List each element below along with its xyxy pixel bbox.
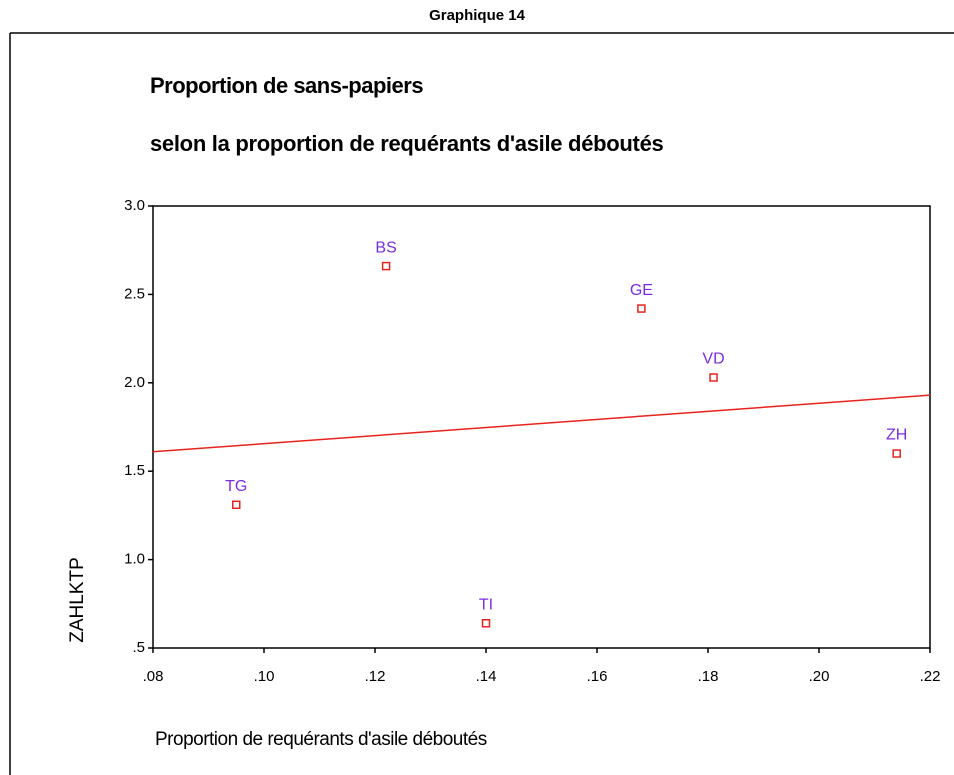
plot-frame [152, 205, 931, 649]
x-tick-label: .12 [365, 668, 386, 685]
x-tick-label: .14 [476, 668, 497, 685]
point [892, 449, 901, 458]
x-tick-label: .08 [143, 668, 164, 685]
y-tick-label: 1.5 [124, 462, 145, 479]
point [232, 500, 241, 510]
x-tick-label: .10 [254, 668, 275, 685]
y-tick-label: 1.0 [124, 551, 145, 568]
point-label: ZH [886, 427, 907, 444]
y-tick-label: 2.0 [124, 374, 145, 391]
y-tick-label: 2.5 [124, 285, 145, 302]
x-tick-label: .18 [698, 668, 719, 685]
figure-label: Graphique 14 [429, 7, 526, 24]
x-tick-label: .22 [920, 668, 941, 685]
point-label: GE [630, 282, 653, 299]
point-label: TG [225, 478, 247, 495]
x-axis-label: Proportion de requérants d'asile débouté… [155, 729, 487, 750]
point-label: TI [479, 596, 493, 613]
point [637, 304, 646, 313]
x-tick-label: .20 [809, 668, 830, 685]
y-tick-label: .5 [132, 639, 145, 656]
fit-line [152, 394, 931, 453]
point-label: VD [702, 351, 724, 368]
point-label: BS [375, 239, 396, 256]
point [481, 618, 491, 628]
chart-title: Proportion de sans-papiers [150, 73, 423, 98]
y-axis-label: ZAHLKTP [67, 557, 88, 643]
chart-subtitle: selon la proportion de requérants d'asil… [150, 131, 664, 156]
x-tick-label: .16 [587, 668, 608, 685]
point [709, 373, 718, 382]
point [381, 261, 391, 271]
y-tick-label: 3.0 [124, 197, 145, 214]
